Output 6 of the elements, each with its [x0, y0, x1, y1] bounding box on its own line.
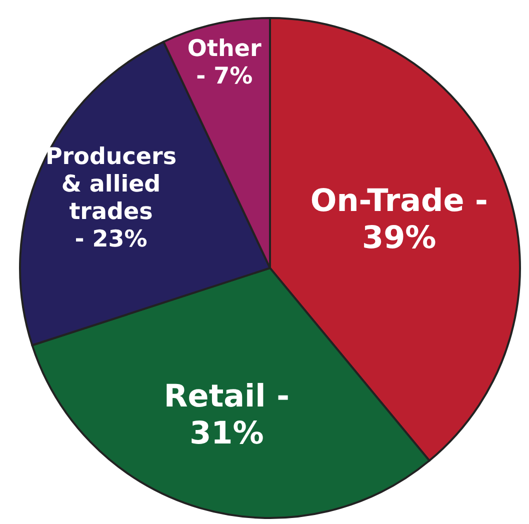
slice-label: Other - 7% — [187, 36, 262, 90]
data-label: 39% — [362, 220, 436, 257]
slice-label: On-Trade - — [310, 183, 488, 220]
data-label: 31% — [190, 416, 264, 452]
slice-label: Producers & allied trades - 23% — [45, 144, 177, 253]
slice-label: Retail - — [164, 378, 290, 415]
